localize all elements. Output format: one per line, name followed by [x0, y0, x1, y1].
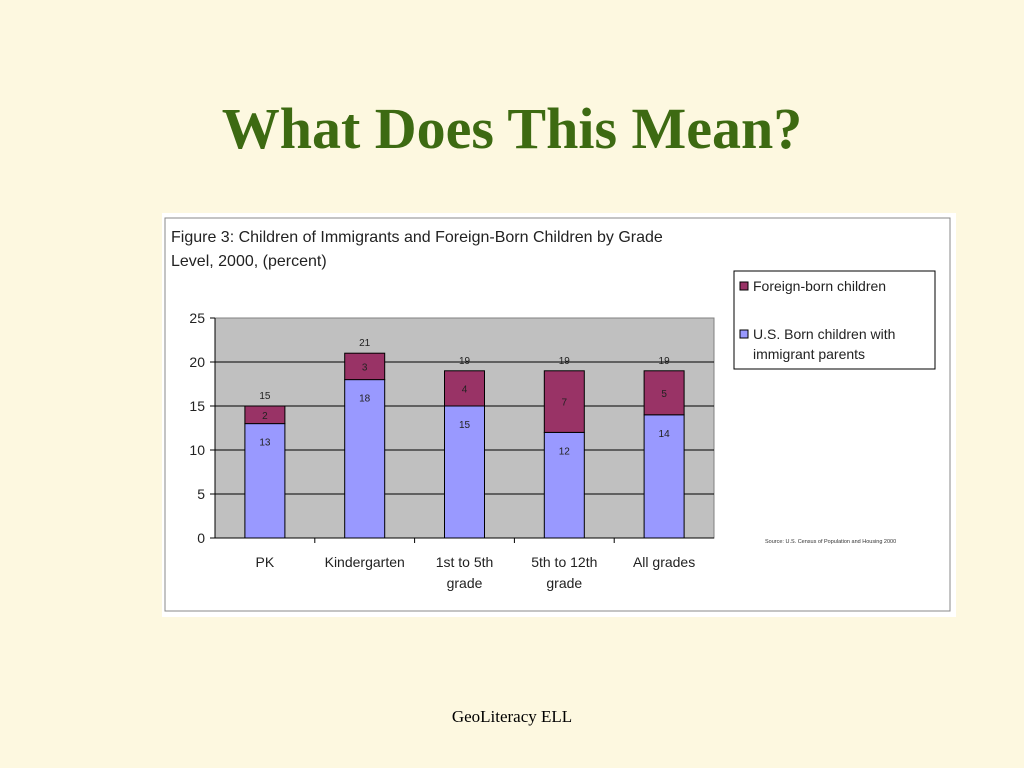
x-category-label: grade — [447, 575, 483, 591]
y-tick-label: 0 — [197, 530, 205, 546]
slide-title: What Does This Mean? — [221, 96, 803, 161]
x-category-label: 5th to 12th — [531, 554, 597, 570]
legend-label: Foreign-born children — [753, 278, 886, 294]
y-tick-label: 15 — [189, 398, 205, 414]
chart-title-line-1: Figure 3: Children of Immigrants and For… — [171, 229, 663, 246]
y-tick-label: 5 — [197, 486, 205, 502]
bar-value-label: 12 — [559, 446, 571, 457]
x-category-label: Kindergarten — [325, 554, 405, 570]
y-tick-label: 10 — [189, 442, 205, 458]
bar-total-label: 21 — [359, 338, 371, 349]
bar-segment-us-born — [643, 414, 685, 539]
bar-value-label: 13 — [259, 438, 271, 449]
bar-segment-foreign-born — [444, 370, 485, 407]
y-tick-label: 25 — [189, 310, 205, 326]
x-category-label: grade — [546, 575, 582, 591]
bar-value-label: 4 — [462, 384, 468, 395]
bar-total-label: 15 — [259, 391, 271, 402]
bar-segment-us-born — [444, 405, 485, 539]
legend-label: U.S. Born children with — [753, 326, 895, 342]
source-note: Source: U.S. Census of Population and Ho… — [765, 539, 896, 545]
footer-text: GeoLiteracy ELL — [451, 707, 573, 726]
bar-total-label: 19 — [659, 356, 671, 367]
stacked-bar-chart: Figure 3: Children of Immigrants and For… — [164, 217, 951, 612]
bar-value-label: 2 — [262, 411, 268, 422]
legend-swatch — [739, 281, 749, 291]
bar-total-label: 19 — [559, 356, 571, 367]
bar-segment-us-born — [543, 431, 585, 539]
legend-box — [733, 270, 936, 370]
x-category-label: All grades — [633, 554, 695, 570]
bar-value-label: 15 — [459, 420, 471, 431]
chart-frame: Figure 3: Children of Immigrants and For… — [162, 213, 956, 617]
bar-segment-foreign-born — [643, 370, 685, 416]
bar-value-label: 3 — [362, 362, 368, 373]
bar-segment-foreign-born — [344, 352, 386, 381]
legend-label: immigrant parents — [753, 346, 865, 362]
bar-segment-us-born — [344, 379, 386, 539]
bar-value-label: 14 — [659, 429, 671, 440]
legend-swatch — [739, 329, 749, 339]
bar-value-label: 5 — [661, 389, 667, 400]
bar-total-label: 19 — [459, 356, 471, 367]
bar-value-label: 7 — [562, 398, 568, 409]
bar-segment-foreign-born — [543, 370, 585, 433]
chart-title-line-2: Level, 2000, (percent) — [171, 253, 327, 270]
x-category-label: 1st to 5th — [436, 554, 494, 570]
x-category-label: PK — [256, 554, 275, 570]
y-tick-label: 20 — [189, 354, 205, 370]
bar-segment-foreign-born — [244, 405, 286, 425]
bar-value-label: 18 — [359, 394, 371, 405]
